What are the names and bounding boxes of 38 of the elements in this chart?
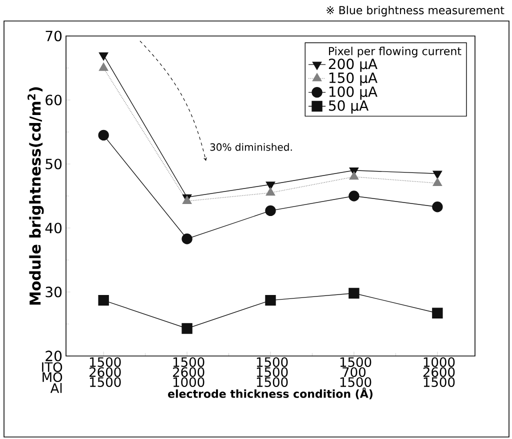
point	[348, 288, 360, 299]
point	[432, 202, 443, 212]
x-tick-label: 1500 700 1500	[340, 357, 372, 388]
y-tick-label: 40	[45, 222, 62, 234]
point	[266, 187, 276, 196]
text: ※ Blue brightness measurement	[326, 6, 504, 16]
legend-title: Pixel per flowing current	[328, 46, 462, 58]
legend-label: 150 μA	[329, 72, 378, 86]
point	[98, 62, 108, 71]
legend-label: 100 μA	[329, 86, 378, 100]
x-axis-title: electrode thickness condition (Å)	[168, 388, 372, 400]
point	[348, 190, 360, 202]
point	[98, 130, 109, 141]
point	[432, 308, 443, 318]
x-tick-label: 1500 2600 1000	[172, 357, 204, 388]
point	[98, 52, 108, 61]
point	[432, 170, 442, 179]
x-tick-label: 1500 1500 1500	[256, 357, 288, 388]
point	[182, 234, 192, 244]
y-axis-title: Module brightness(cd/m$^{2}$)	[28, 87, 44, 305]
point	[265, 205, 276, 216]
legend-label: 200 μA	[328, 58, 378, 72]
point	[432, 178, 442, 186]
y-tick-label: 30	[46, 286, 62, 298]
y-tick-label: 20	[46, 350, 62, 362]
y-tick-label: 70	[46, 30, 62, 42]
point	[182, 323, 192, 334]
x-tick-label: 1000 2600 1500	[423, 357, 455, 388]
y-tick-label: 60	[46, 94, 62, 106]
legend-label: 50 μA	[328, 100, 369, 114]
point	[265, 294, 276, 306]
point	[266, 182, 276, 190]
x-tick-label: 1500 2600 1500	[90, 357, 121, 388]
annotation: 30% diminished.	[210, 143, 292, 151]
point	[349, 171, 359, 180]
text: ITO MO Al	[42, 362, 62, 393]
point	[98, 294, 109, 306]
y-tick-label: 50	[46, 158, 62, 170]
